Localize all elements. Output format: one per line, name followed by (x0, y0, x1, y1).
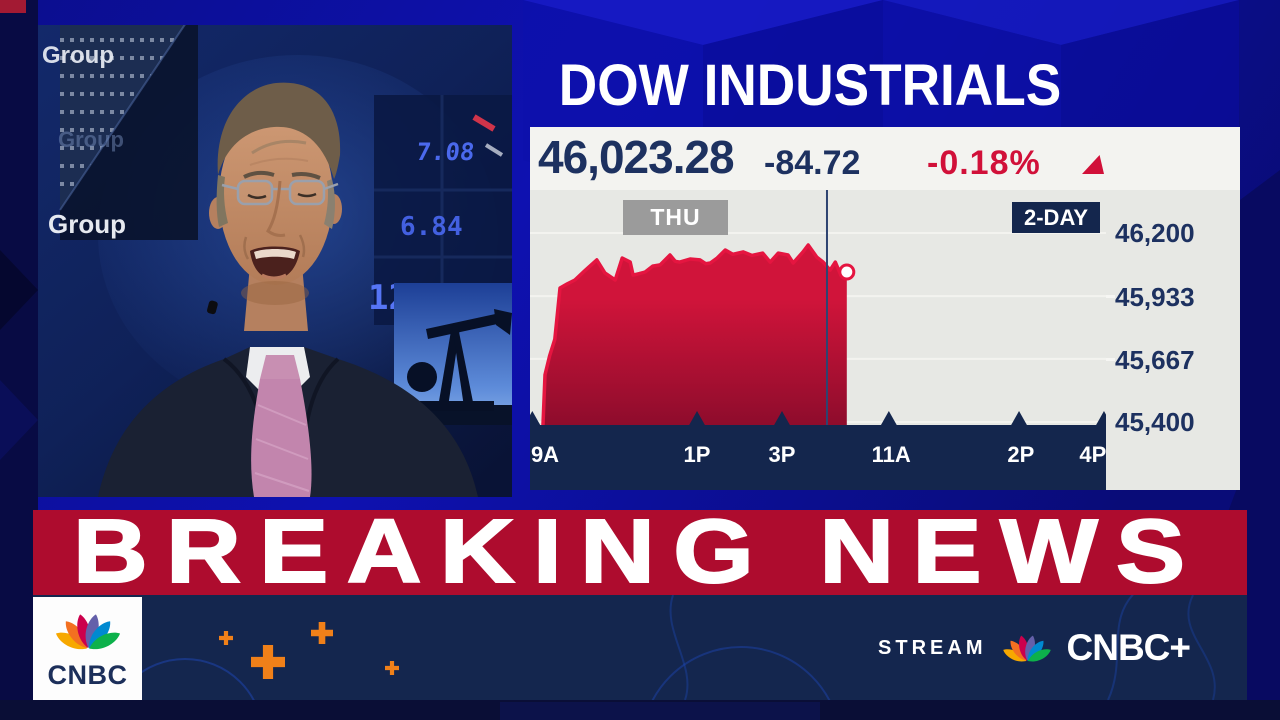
breaking-news-banner: BREAKING NEWS (33, 510, 1247, 595)
dow-chart-svg: 9A 1P 3P 11A 2P 4P (523, 190, 1113, 490)
breaking-news-text: BREAKING NEWS (72, 510, 1204, 595)
y-axis-tick-label: 45,667 (1115, 345, 1195, 375)
index-title: DOW INDUSTRIALS (558, 51, 1062, 118)
session-label: THU (623, 200, 728, 235)
peacock-icon (55, 614, 121, 650)
svg-text:9A: 9A (531, 442, 559, 467)
pump-jack-graphic (394, 283, 512, 425)
change-direction-icon (1082, 155, 1104, 174)
y-axis-labels: 46,200 45,933 45,667 45,400 (1106, 190, 1240, 490)
video-frame: Group Group Group 7.08 6.84 120 8 (38, 25, 512, 497)
backdrop-sign-text: Group (42, 42, 114, 69)
peacock-icon (1002, 635, 1051, 662)
y-axis-tick-label: 46,200 (1115, 218, 1195, 248)
anchor-face (219, 109, 333, 285)
svg-text:4P: 4P (1079, 442, 1106, 467)
news-anchor (98, 82, 478, 497)
cnbc-plus-wordmark: CNBC+ (1066, 627, 1191, 668)
svg-text:1P: 1P (684, 442, 711, 467)
y-axis-tick-label: 45,400 (1115, 407, 1195, 437)
monitor-value: 7.08 (415, 138, 476, 166)
price-change-percent: -0.18% (927, 144, 1041, 182)
glasses-icon (221, 179, 339, 206)
svg-text:11A: 11A (872, 442, 911, 467)
cnbc-logo-tile: CNBC (33, 597, 142, 700)
price-chart: 9A 1P 3P 11A 2P 4P THU 2-DAY (523, 190, 1113, 490)
stream-label: STREAM (878, 636, 987, 659)
stream-promo: STREAM CNBC+ (878, 627, 1191, 669)
backdrop-sign-text: Group (58, 127, 124, 152)
anchor-mouth (250, 246, 300, 280)
studio-scene: Group Group Group 7.08 6.84 120 8 (38, 25, 512, 497)
quote-strip: 46,023.28 -84.72 -0.18% (530, 127, 1240, 190)
timeframe-badge: 2-DAY (1012, 202, 1100, 233)
last-price: 46,023.28 (538, 131, 735, 183)
footer-pattern (115, 595, 1216, 700)
cnbc-wordmark: CNBC (47, 660, 128, 690)
anchor-hair (217, 82, 341, 179)
svg-text:3P: 3P (769, 442, 796, 467)
backdrop-building (59, 25, 198, 240)
backdrop-sign-text: Group (48, 209, 126, 239)
y-axis-notch (1106, 295, 1115, 298)
y-axis-tick-label: 45,933 (1115, 282, 1195, 312)
lapel-microphone-icon (207, 300, 218, 315)
price-change: -84.72 (764, 144, 861, 182)
y-axis-notch (1106, 358, 1115, 361)
anchor-tie (251, 355, 312, 497)
footer-bar: CNBC STREAM CNBC+ (33, 595, 1247, 700)
anchor-neck (244, 265, 308, 331)
svg-text:2P: 2P (1007, 442, 1034, 467)
monitor-value: 6.84 (400, 212, 463, 242)
